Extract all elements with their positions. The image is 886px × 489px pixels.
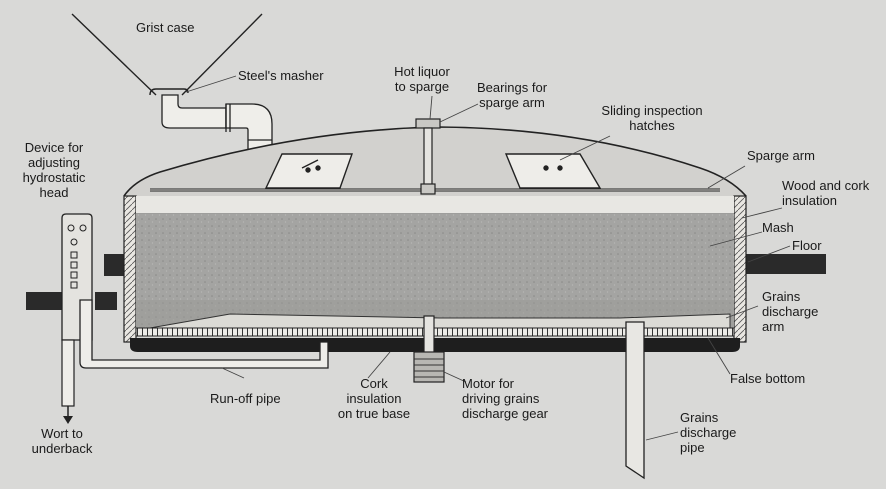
label-floor: Floor [792,238,822,253]
label-grains-pipe: Grains discharge pipe [680,410,737,455]
run-off-pipe [79,299,329,369]
wall-insulation-left [123,195,137,343]
steels-masher [161,94,273,153]
grains-discharge-pipe [625,321,645,480]
label-insulation: Wood and cork insulation [782,178,870,208]
wort-outlet [61,339,75,424]
inspection-hatch-right [504,153,602,189]
label-sparge-arm: Sparge arm [747,148,815,163]
label-cork-insulation: Cork insulation on true base [337,376,411,421]
true-base [130,338,740,352]
inspection-hatch-left [264,153,353,189]
label-sliding-hatches: Sliding inspection hatches [601,103,703,133]
leader-lines [185,75,791,441]
label-steels-masher: Steel's masher [238,68,324,83]
central-shaft [415,118,441,357]
false-bottom [135,327,735,337]
grist-case [71,13,263,96]
label-grains-arm: Grains discharge arm [762,289,819,334]
label-grist-case: Grist case [136,20,195,35]
motor [413,351,445,383]
label-run-off-pipe: Run-off pipe [210,391,281,406]
label-wort: Wort to underback [31,426,93,456]
label-motor: Motor for driving grains discharge gear [462,376,548,421]
label-device: Device for adjusting hydrostatic head [22,140,86,200]
label-false-bottom: False bottom [730,371,806,386]
label-hot-liquor: Hot liquor to sparge [394,64,450,94]
label-bearings: Bearings for sparge arm [476,80,548,110]
label-mash: Mash [762,220,794,235]
